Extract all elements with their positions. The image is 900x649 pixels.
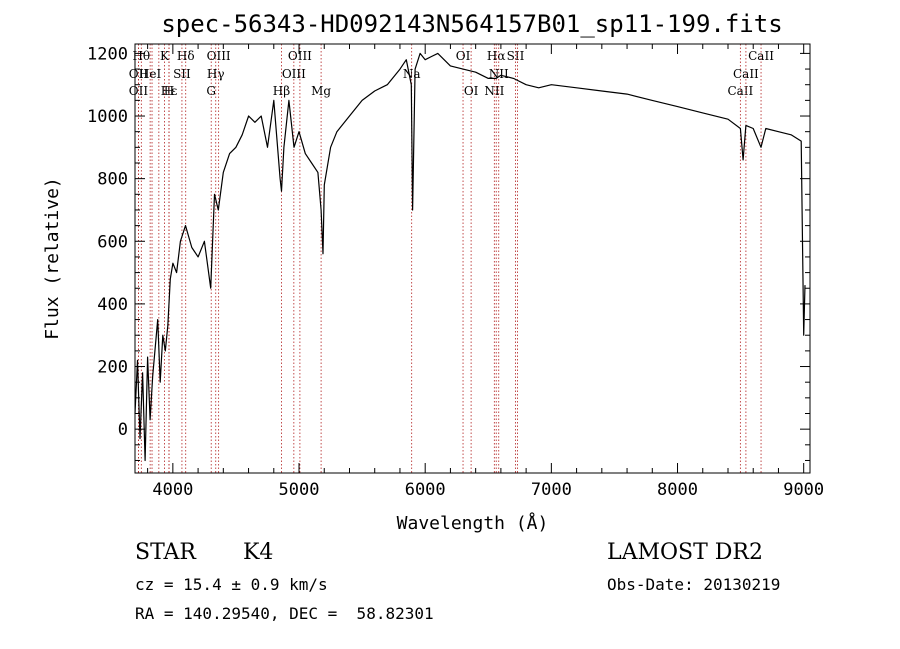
x-tick-label: 5000 bbox=[279, 480, 320, 500]
line-marker-label: CaII bbox=[727, 84, 753, 98]
line-marker-label: Hα bbox=[487, 49, 506, 63]
line-marker-label: CaII bbox=[733, 67, 759, 81]
line-marker-label: HeI bbox=[139, 67, 162, 81]
line-marker-label: Hβ bbox=[273, 84, 290, 98]
line-marker-label: OII bbox=[129, 84, 149, 98]
line-marker-label: G bbox=[206, 84, 216, 98]
x-tick-label: 6000 bbox=[405, 480, 446, 500]
spectrum-line bbox=[134, 52, 806, 462]
object-class: STAR bbox=[135, 540, 196, 565]
survey-name: LAMOST DR2 bbox=[607, 540, 763, 565]
chart-title: spec-56343-HD092143N564157B01_sp11-199.f… bbox=[161, 10, 782, 38]
y-axis-label: Flux (relative) bbox=[42, 177, 63, 340]
line-marker-label: Mg bbox=[311, 84, 331, 98]
line-marker-label: OI bbox=[464, 84, 479, 98]
y-tick-label: 400 bbox=[97, 295, 128, 315]
line-marker-label: K bbox=[160, 49, 170, 63]
observation-date: Obs-Date: 20130219 bbox=[607, 575, 781, 594]
line-marker-label: SII bbox=[507, 49, 525, 63]
x-axis-label: Wavelength (Å) bbox=[397, 512, 549, 534]
line-marker-label: Hδ bbox=[177, 49, 195, 63]
line-marker-label: SII bbox=[173, 67, 191, 81]
x-tick-label: 9000 bbox=[783, 480, 824, 500]
spectral-subclass: K4 bbox=[243, 540, 274, 565]
y-tick-label: 0 bbox=[118, 420, 128, 440]
y-tick-label: 1200 bbox=[87, 44, 128, 64]
x-tick-label: 7000 bbox=[531, 480, 572, 500]
line-marker-label: OIII bbox=[288, 49, 312, 63]
line-marker-label: OIII bbox=[207, 49, 231, 63]
y-tick-label: 1000 bbox=[87, 107, 128, 127]
x-tick-label: 8000 bbox=[657, 480, 698, 500]
line-marker-label: OII bbox=[129, 67, 149, 81]
line-marker-label: H bbox=[164, 84, 174, 98]
redshift-cz: cz = 15.4 ± 0.9 km/s bbox=[135, 575, 328, 594]
y-tick-label: 800 bbox=[97, 170, 128, 190]
line-marker-label: NII bbox=[484, 84, 504, 98]
axes: 4000 5000 6000 7000 8000 9000 0 200 400 600 800 100… bbox=[87, 44, 824, 500]
plot-frame bbox=[134, 43, 811, 474]
line-marker-label: NII bbox=[489, 67, 509, 81]
line-marker-label: Na bbox=[403, 67, 421, 81]
y-tick-label: 600 bbox=[97, 232, 128, 252]
coordinates: RA = 140.29540, DEC = 58.82301 bbox=[135, 604, 434, 623]
series-layer bbox=[134, 52, 806, 462]
y-tick-label: 200 bbox=[97, 358, 128, 378]
line-marker-label: OIII bbox=[282, 67, 306, 81]
line-marker-label: Hγ bbox=[207, 67, 225, 81]
line-marker-label: OI bbox=[456, 49, 471, 63]
spectrum-chart: spec-56343-HD092143N564157B01_sp11-199.f… bbox=[42, 10, 824, 534]
line-marker-label: Hθ bbox=[132, 49, 150, 63]
line-marker-label: CaII bbox=[748, 49, 774, 63]
x-tick-label: 4000 bbox=[152, 480, 193, 500]
